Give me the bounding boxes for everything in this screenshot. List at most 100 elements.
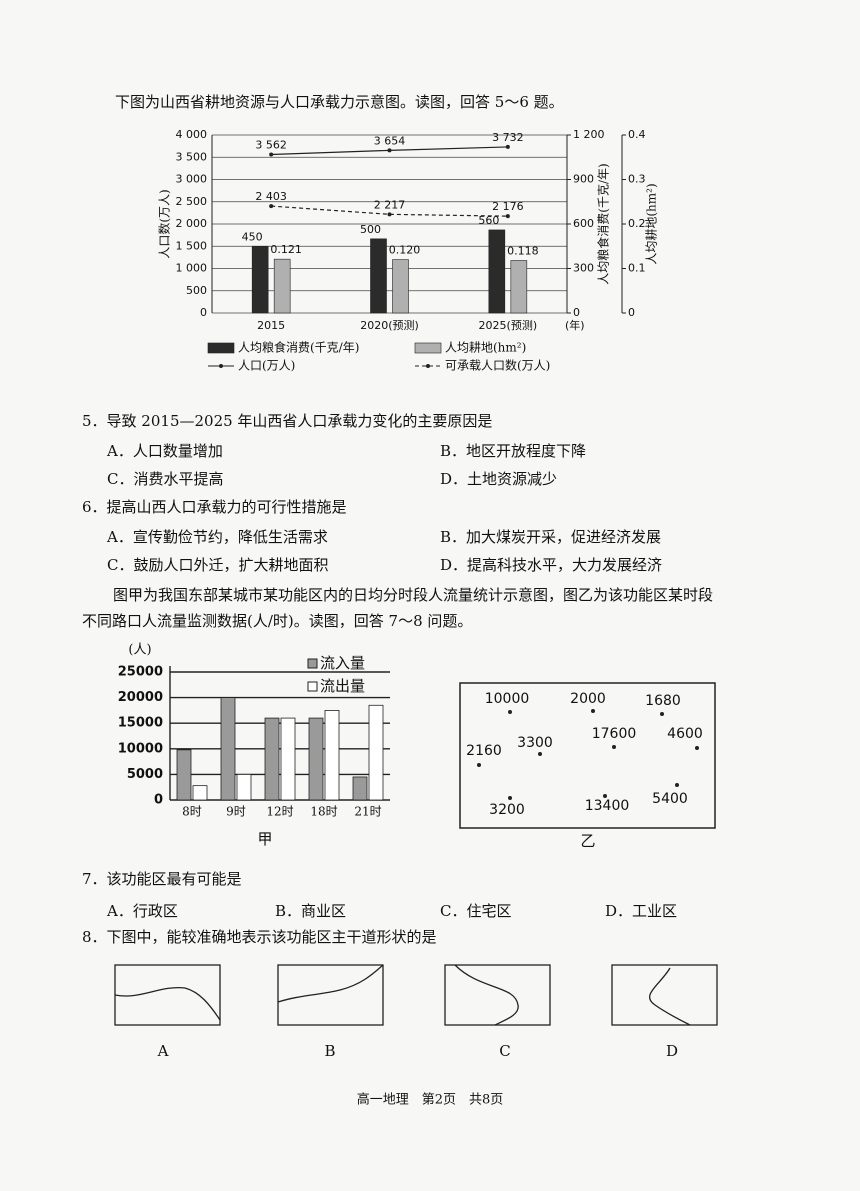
- option: B．地区开放程度下降: [440, 442, 586, 460]
- y2-axis-title: 人均粮食消费(千克/年): [596, 163, 611, 284]
- question-stem: 5．导致 2015—2025 年山西省人口承载力变化的主要原因是: [82, 412, 492, 430]
- legend-swatch: [307, 658, 318, 669]
- bar: [220, 697, 236, 801]
- x-tick-label: 12时: [266, 805, 293, 819]
- junction-dot: [508, 710, 512, 714]
- legend-swatch: [307, 681, 318, 692]
- point: [387, 148, 392, 153]
- road-frame: [114, 964, 221, 1026]
- x-tick-label: 2025(预测): [479, 319, 538, 332]
- bar: [251, 245, 269, 314]
- y-tick-label: 10000: [118, 741, 163, 756]
- option: A．行政区: [106, 902, 178, 920]
- footer: 高一地理 第2页 共8页: [357, 1092, 504, 1108]
- question-stem: 6．提高山西人口承载力的可行性措施是: [82, 498, 347, 516]
- bar: [176, 749, 192, 801]
- bar: [370, 238, 387, 314]
- y-tick-label: 0: [154, 793, 163, 808]
- bar: [280, 717, 296, 801]
- junction-dot: [695, 746, 699, 750]
- y-tick-label: 2 500: [176, 195, 208, 208]
- point: [505, 144, 510, 149]
- data-label: 2 217: [374, 198, 406, 211]
- option: A．人口数量增加: [106, 442, 223, 460]
- question-stem: 8．下图中，能较准确地表示该功能区主干道形状的是: [82, 928, 437, 946]
- data-label: 3 562: [255, 138, 287, 151]
- bar: [352, 776, 368, 801]
- data-label: 500: [360, 223, 381, 236]
- legend-swatch: [219, 364, 223, 368]
- x-unit: (年): [565, 318, 585, 332]
- data-label: 3 732: [492, 131, 524, 144]
- data-label: 0.118: [507, 244, 539, 257]
- road-curve: [648, 967, 691, 1026]
- y-tick-label: 1 500: [176, 239, 208, 252]
- question-stem: 7．该功能区最有可能是: [82, 870, 242, 888]
- legend-swatch: [207, 342, 235, 354]
- y3-tick-label: 0.1: [628, 262, 646, 275]
- figure-caption: 甲: [257, 830, 272, 848]
- x-tick-label: 18时: [310, 805, 337, 819]
- line: [271, 205, 508, 217]
- option: D．工业区: [605, 902, 677, 920]
- option: C．鼓励人口外迁，扩大耕地面积: [107, 556, 328, 574]
- point: [269, 152, 274, 157]
- y-tick-label: 4 000: [176, 128, 208, 141]
- legend-swatch: [426, 364, 430, 368]
- data-label: 0.120: [389, 244, 421, 257]
- option: C．住宅区: [440, 902, 511, 920]
- x-tick-label: 2015: [257, 319, 285, 332]
- junction-flow: 1680: [645, 693, 681, 709]
- y3-tick-label: 0.4: [628, 128, 646, 141]
- y3-tick-label: 0: [628, 306, 635, 319]
- junction-flow: 5400: [652, 791, 688, 807]
- junction-flow: 2000: [570, 691, 606, 707]
- data-label: 3 654: [374, 134, 406, 147]
- junction-dot: [612, 745, 616, 749]
- figure-label: D: [666, 1042, 678, 1060]
- figure-label: A: [157, 1042, 169, 1060]
- option: B．加大煤炭开采，促进经济发展: [440, 528, 661, 546]
- option: D．土地资源减少: [440, 470, 557, 488]
- legend-label: 人均粮食消费(千克/年): [238, 340, 359, 355]
- bar: [192, 785, 208, 801]
- junction-flow: 17600: [592, 726, 637, 742]
- junction-dot: [675, 783, 679, 787]
- figure-label: C: [499, 1042, 510, 1060]
- x-tick-label: 9时: [226, 805, 246, 819]
- intro: 下图为山西省耕地资源与人口承载力示意图。读图，回答 5～6 题。: [115, 93, 564, 111]
- y-tick-label: 5000: [127, 767, 163, 782]
- road-frame: [444, 964, 551, 1026]
- point: [269, 204, 274, 209]
- y-tick-label: 3 000: [176, 173, 208, 186]
- option: B．商业区: [275, 902, 346, 920]
- junction-flow: 13400: [585, 798, 630, 814]
- figure-caption: 乙: [580, 832, 595, 850]
- y2-tick-label: 300: [573, 262, 594, 275]
- y-tick-label: 20000: [118, 690, 163, 705]
- y2-tick-label: 900: [573, 173, 594, 186]
- road-curve: [454, 964, 519, 1026]
- y2-tick-label: 1 200: [573, 128, 605, 141]
- legend-label: 流出量: [320, 677, 365, 695]
- legend-label: 流入量: [320, 654, 365, 672]
- legend-label: 人均耕地(hm²): [445, 340, 526, 355]
- junction-dot: [660, 712, 664, 716]
- bar: [264, 717, 280, 801]
- junction-flow: 3200: [489, 802, 525, 818]
- option: C．消费水平提高: [107, 470, 223, 488]
- road-frame: [611, 964, 718, 1026]
- y-axis-title: (人): [128, 643, 151, 658]
- data-label: 0.121: [270, 243, 302, 256]
- junction-dot: [538, 752, 542, 756]
- intro: 图甲为我国东部某城市某功能区内的日均分时段人流量统计示意图，图乙为该功能区某时段: [113, 586, 713, 604]
- y-tick-label: 15000: [118, 716, 163, 731]
- junction-flow: 10000: [485, 691, 530, 707]
- road-curve: [114, 986, 221, 1021]
- y-tick-label: 0: [200, 306, 207, 319]
- junction-dot: [477, 763, 481, 767]
- bar: [236, 774, 252, 801]
- intro: 不同路口人流量监测数据(人/时)。读图，回答 7～8 问题。: [82, 612, 472, 630]
- option: D．提高科技水平，大力发展经济: [440, 556, 662, 574]
